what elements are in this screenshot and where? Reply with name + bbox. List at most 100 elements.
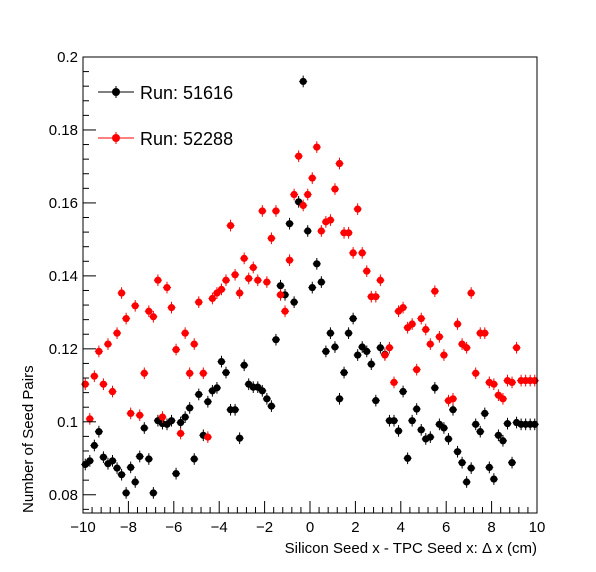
x-tick-label: −4	[211, 519, 228, 536]
data-point	[304, 191, 311, 198]
data-point	[327, 330, 334, 337]
x-tick-label: −2	[256, 519, 273, 536]
data-point	[159, 413, 166, 420]
data-point	[172, 346, 179, 353]
data-point	[404, 455, 411, 462]
data-point	[318, 227, 325, 234]
data-point	[154, 277, 161, 284]
data-point	[472, 370, 479, 377]
data-point	[272, 207, 279, 214]
data-point	[281, 308, 288, 315]
data-point	[91, 373, 98, 380]
data-point	[313, 260, 320, 267]
data-point	[468, 289, 475, 296]
data-point	[454, 320, 461, 327]
data-point	[436, 333, 443, 340]
data-point	[368, 361, 375, 368]
data-point	[318, 278, 325, 285]
data-point	[468, 465, 475, 472]
data-point	[268, 235, 275, 242]
data-point	[350, 249, 357, 256]
data-point	[440, 424, 447, 431]
data-point	[222, 369, 229, 376]
data-point	[345, 330, 352, 337]
data-point	[277, 291, 284, 298]
data-point	[399, 304, 406, 311]
data-point	[132, 302, 139, 309]
data-point	[172, 470, 179, 477]
data-point	[372, 397, 379, 404]
data-point	[440, 351, 447, 358]
data-point	[204, 434, 211, 441]
data-point	[390, 379, 397, 386]
x-tick-label: 0	[306, 519, 314, 536]
data-point	[218, 286, 225, 293]
data-point	[231, 271, 238, 278]
data-point	[118, 289, 125, 296]
data-point	[141, 424, 148, 431]
data-point	[499, 395, 506, 402]
x-tick-label: 4	[397, 519, 405, 536]
x-tick-label: 2	[351, 519, 359, 536]
data-point	[286, 257, 293, 264]
data-point	[413, 366, 420, 373]
data-point	[427, 434, 434, 441]
data-point	[100, 454, 107, 461]
data-point	[363, 268, 370, 275]
data-point	[431, 384, 438, 391]
y-tick-label: 0.16	[49, 195, 78, 212]
data-point	[413, 405, 420, 412]
data-point	[250, 264, 257, 271]
data-point	[427, 340, 434, 347]
data-point	[472, 421, 479, 428]
data-point	[300, 202, 307, 209]
data-point	[458, 459, 465, 466]
data-point	[182, 413, 189, 420]
data-point	[113, 465, 120, 472]
data-point	[109, 457, 116, 464]
data-point	[390, 417, 397, 424]
x-axis-title: Silicon Seed x - TPC Seed x: Δ x (cm)	[285, 540, 537, 557]
x-tick-label: 8	[487, 519, 495, 536]
data-point	[259, 387, 266, 394]
data-point	[309, 284, 316, 291]
data-point	[200, 370, 207, 377]
data-point	[272, 336, 279, 343]
data-point	[513, 344, 520, 351]
data-point	[431, 288, 438, 295]
data-point	[399, 388, 406, 395]
data-point	[418, 315, 425, 322]
data-point	[213, 384, 220, 391]
y-tick-label: 0.12	[49, 341, 78, 358]
data-point	[409, 320, 416, 327]
data-point	[195, 391, 202, 398]
data-point	[409, 417, 416, 424]
data-point	[150, 489, 157, 496]
data-point	[490, 475, 497, 482]
data-point	[136, 412, 143, 419]
data-point	[222, 277, 229, 284]
data-point	[231, 406, 238, 413]
data-point	[304, 227, 311, 234]
legend-marker	[112, 134, 120, 142]
data-point	[386, 344, 393, 351]
data-point	[195, 299, 202, 306]
data-point	[490, 381, 497, 388]
data-point	[127, 410, 134, 417]
data-point	[186, 370, 193, 377]
data-point	[449, 406, 456, 413]
x-tick-label: 10	[529, 519, 546, 536]
data-point	[136, 453, 143, 460]
data-point	[377, 344, 384, 351]
legend-marker	[112, 88, 120, 96]
data-point	[145, 455, 152, 462]
data-point	[263, 278, 270, 285]
data-point	[481, 330, 488, 337]
data-point	[395, 427, 402, 434]
data-point	[372, 293, 379, 300]
data-point	[168, 304, 175, 311]
x-tick-label: −6	[165, 519, 182, 536]
data-point	[381, 351, 388, 358]
